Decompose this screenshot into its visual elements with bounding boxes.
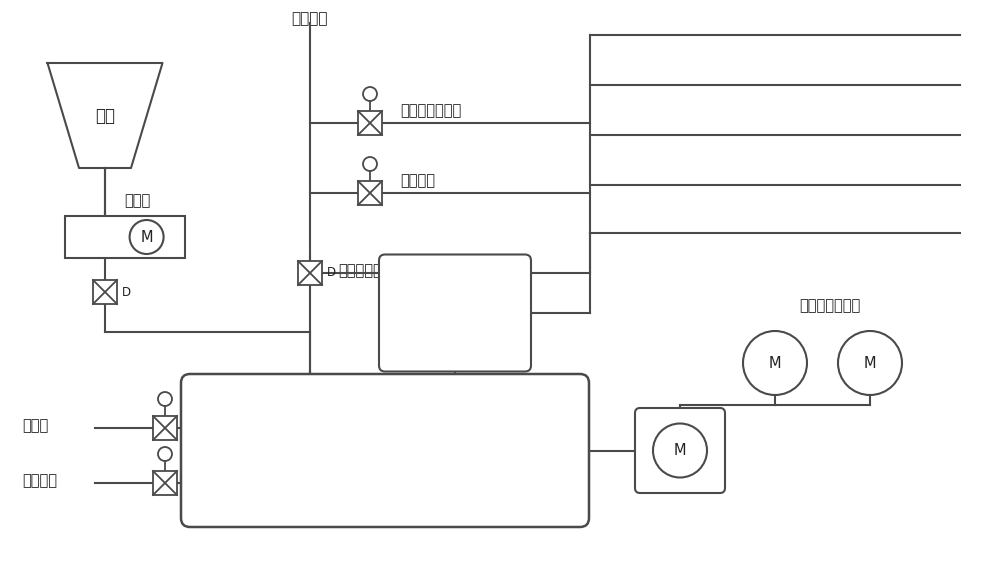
Bar — [153, 471, 177, 495]
Bar — [298, 261, 322, 285]
Text: 消防蒸汽: 消防蒸汽 — [22, 473, 57, 489]
Text: 给煤机: 给煤机 — [124, 193, 150, 208]
FancyBboxPatch shape — [635, 408, 725, 493]
Text: M: M — [864, 356, 876, 371]
Text: 磨煤机冷却风机: 磨煤机冷却风机 — [799, 298, 861, 313]
Bar — [93, 280, 117, 304]
Text: 磨煤机: 磨煤机 — [399, 441, 433, 460]
FancyBboxPatch shape — [181, 374, 589, 527]
Bar — [358, 181, 382, 205]
Text: D: D — [327, 266, 336, 279]
FancyBboxPatch shape — [379, 255, 531, 371]
Text: 磨出口布粉板: 磨出口布粉板 — [338, 264, 390, 279]
Bar — [65, 216, 185, 258]
Text: 高温烟气: 高温烟气 — [292, 11, 328, 26]
Text: 磨煤机
分离器: 磨煤机 分离器 — [442, 294, 468, 332]
Text: M: M — [769, 356, 781, 371]
Text: 热一次风: 热一次风 — [400, 173, 435, 188]
Text: 密封风: 密封风 — [22, 419, 48, 434]
Text: D: D — [122, 286, 131, 298]
Text: 冷烟风机来烟气: 冷烟风机来烟气 — [400, 103, 461, 118]
Text: 煤仓: 煤仓 — [95, 107, 115, 125]
Bar — [153, 416, 177, 440]
Text: M: M — [140, 230, 153, 244]
Bar — [358, 111, 382, 135]
Text: M: M — [674, 443, 686, 458]
